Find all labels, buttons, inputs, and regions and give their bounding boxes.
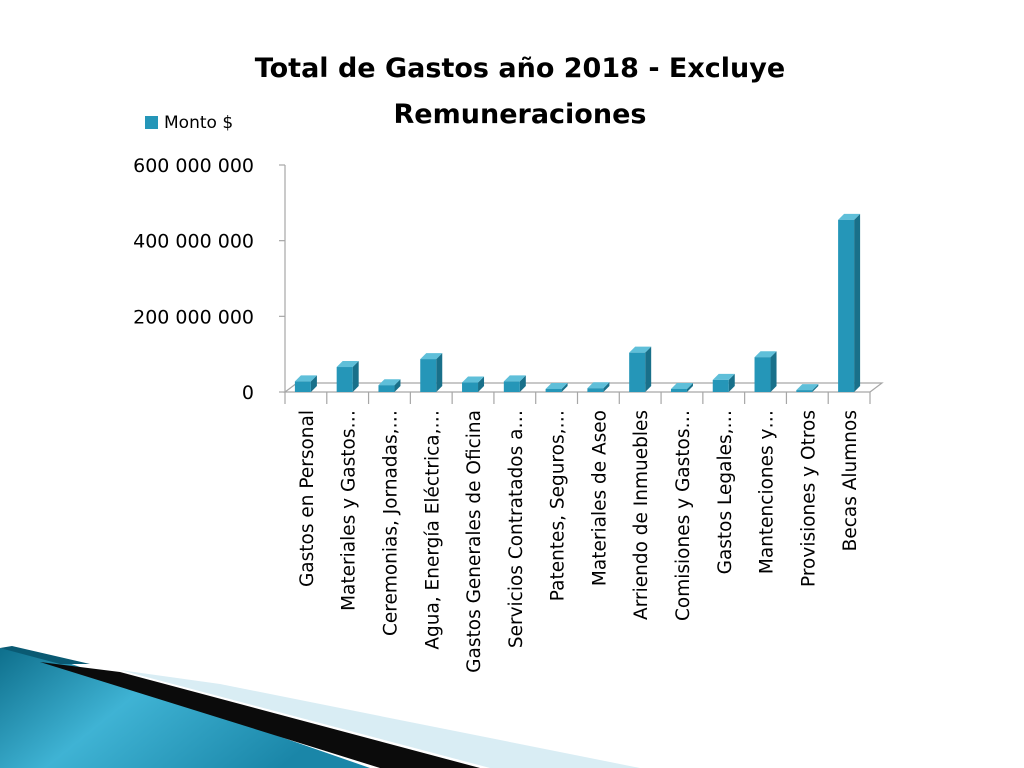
x-tick-label: Materiales de Aseo [589, 410, 610, 586]
bar-front [420, 359, 437, 392]
x-tick-label: Materiales y Gastos… [339, 410, 360, 611]
bar-front [545, 388, 562, 392]
x-axis-ticks: Gastos en Personal Materiales y Gastos… Ce… [297, 392, 871, 673]
bar-side [394, 379, 401, 392]
bar-side [603, 382, 610, 392]
bar [336, 361, 359, 392]
x-tick-label: Ceremonias, Jornadas,… [380, 410, 401, 636]
bar-side [812, 384, 819, 392]
legend-swatch [145, 116, 158, 129]
bar-side [561, 382, 568, 392]
chart-title-line-2: Remuneraciones [394, 99, 647, 130]
bar-front [838, 219, 855, 392]
bar [712, 373, 735, 392]
bar-top [420, 353, 443, 360]
x-tick-label: Arriendo de Inmuebles [631, 410, 652, 620]
bar-top [629, 346, 652, 353]
bar [629, 346, 652, 392]
x-tick-label: Mantenciones y… [757, 410, 778, 574]
bar-top [754, 351, 777, 358]
axes [283, 165, 884, 404]
x-tick-label: Gastos en Personal [297, 410, 318, 587]
bar-top [378, 379, 401, 386]
legend-label: Monto $ [164, 113, 233, 133]
bar-front [670, 388, 687, 392]
x-tick-label: Becas Alumnos [840, 410, 861, 551]
bar-front [336, 367, 353, 392]
bar [378, 379, 401, 392]
bar [420, 353, 443, 392]
bar [294, 375, 317, 392]
chart-title-line-1: Total de Gastos año 2018 - Excluye [255, 53, 785, 84]
bar [838, 213, 861, 392]
y-tick-label: 600 000 000 [133, 155, 254, 177]
chart-title: Total de Gastos año 2018 - Excluye Remun… [255, 53, 785, 130]
bar [754, 351, 777, 392]
bar-front [629, 352, 646, 392]
bar [587, 382, 610, 392]
x-tick-label: Provisiones y Otros [798, 410, 819, 587]
bar-side [436, 353, 443, 392]
bar-side [310, 375, 317, 392]
bar-front [294, 381, 311, 392]
y-tick-label: 200 000 000 [133, 306, 254, 328]
bars [294, 213, 861, 392]
bar [670, 382, 693, 392]
bar-side [478, 376, 485, 392]
bar-side [728, 373, 735, 392]
bar [796, 384, 819, 392]
bar [462, 376, 485, 392]
bar-side [770, 351, 777, 392]
y-tick-label: 0 [242, 382, 254, 404]
legend: Monto $ [145, 113, 233, 133]
floor-plane [283, 382, 884, 393]
bar-top [670, 382, 693, 389]
x-tick-label: Agua, Energía Eléctrica,… [422, 410, 443, 650]
bar-top [503, 375, 526, 382]
bar-top [587, 382, 610, 389]
x-tick-label: Comisiones y Gastos… [673, 410, 694, 621]
bar-side [519, 375, 526, 392]
y-axis-ticks: 0 200 000 000 400 000 000 600 000 000 [133, 155, 285, 404]
bar-top [294, 375, 317, 382]
bar-side [686, 382, 693, 392]
x-tick-label: Gastos Generales de Oficina [464, 410, 485, 673]
x-tick-label: Gastos Legales,… [715, 410, 736, 574]
bar-top [796, 384, 819, 391]
bar-top [712, 373, 735, 380]
bar-top [462, 376, 485, 383]
bar-front [754, 357, 771, 392]
bar-front [503, 381, 520, 392]
bar-top [336, 361, 359, 368]
bar-front [712, 379, 729, 392]
bar-front [796, 390, 813, 392]
bar-front [587, 388, 604, 392]
y-tick-label: 400 000 000 [133, 231, 254, 253]
bar-side [645, 346, 652, 392]
bar-side [352, 361, 359, 392]
bar-front [462, 382, 479, 392]
x-tick-label: Patentes, Seguros,… [548, 410, 569, 601]
bar-side [854, 213, 861, 392]
bar-top [838, 213, 861, 220]
bar-top [545, 382, 568, 389]
x-tick-label: Servicios Contratados a… [506, 410, 527, 648]
bar [545, 382, 568, 392]
bar [503, 375, 526, 392]
bar-front [378, 385, 395, 392]
